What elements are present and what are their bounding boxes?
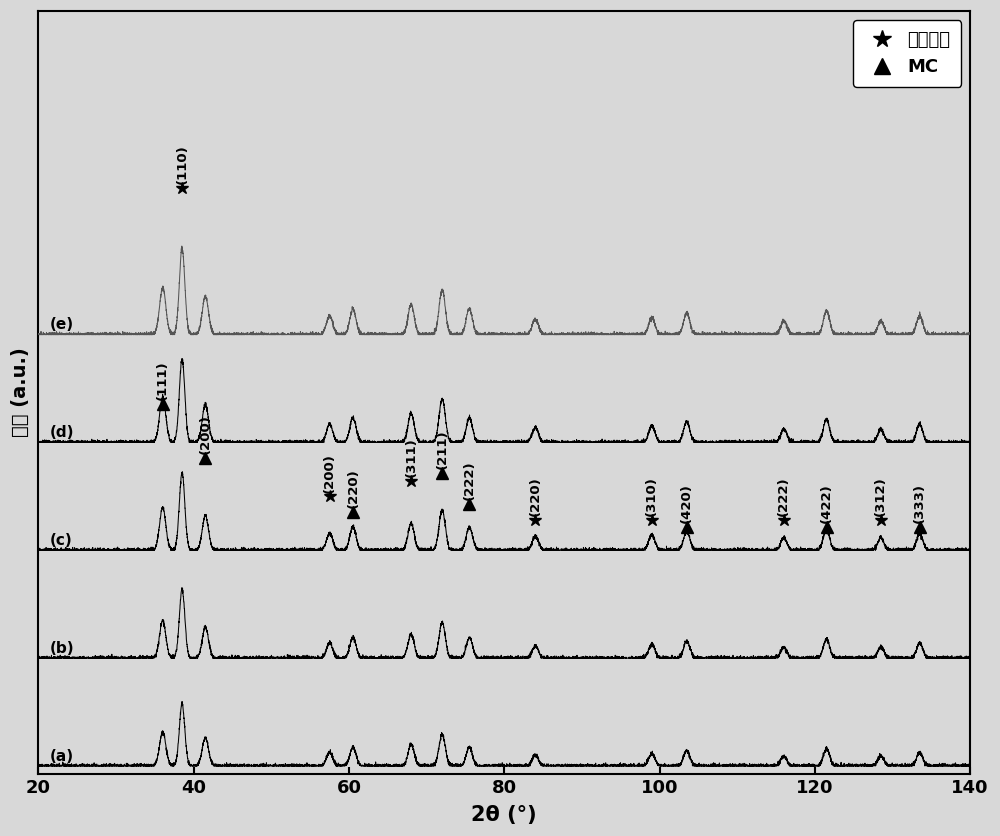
Text: (111): (111) xyxy=(156,360,169,400)
Text: (422): (422) xyxy=(820,483,833,523)
Text: (420): (420) xyxy=(680,483,693,523)
Text: (220): (220) xyxy=(529,476,542,516)
Text: (311): (311) xyxy=(405,437,418,477)
Text: (222): (222) xyxy=(463,461,476,500)
Text: (a): (a) xyxy=(50,749,74,763)
Text: (200): (200) xyxy=(323,452,336,492)
Text: (e): (e) xyxy=(50,318,74,333)
Text: (200): (200) xyxy=(199,414,212,454)
Text: (b): (b) xyxy=(50,641,75,655)
Text: (310): (310) xyxy=(645,476,658,516)
Text: (d): (d) xyxy=(50,426,75,441)
Text: (110): (110) xyxy=(176,145,189,185)
Text: (220): (220) xyxy=(346,468,359,508)
Text: (333): (333) xyxy=(913,483,926,523)
X-axis label: 2θ (°): 2θ (°) xyxy=(471,805,537,825)
Text: (c): (c) xyxy=(50,533,73,548)
Y-axis label: 强度 (a.u.): 强度 (a.u.) xyxy=(11,348,30,437)
Text: (222): (222) xyxy=(777,476,790,516)
Legend: 高熵合金, MC: 高熵合金, MC xyxy=(853,20,961,87)
Text: (312): (312) xyxy=(874,476,887,516)
Text: (211): (211) xyxy=(436,430,449,470)
